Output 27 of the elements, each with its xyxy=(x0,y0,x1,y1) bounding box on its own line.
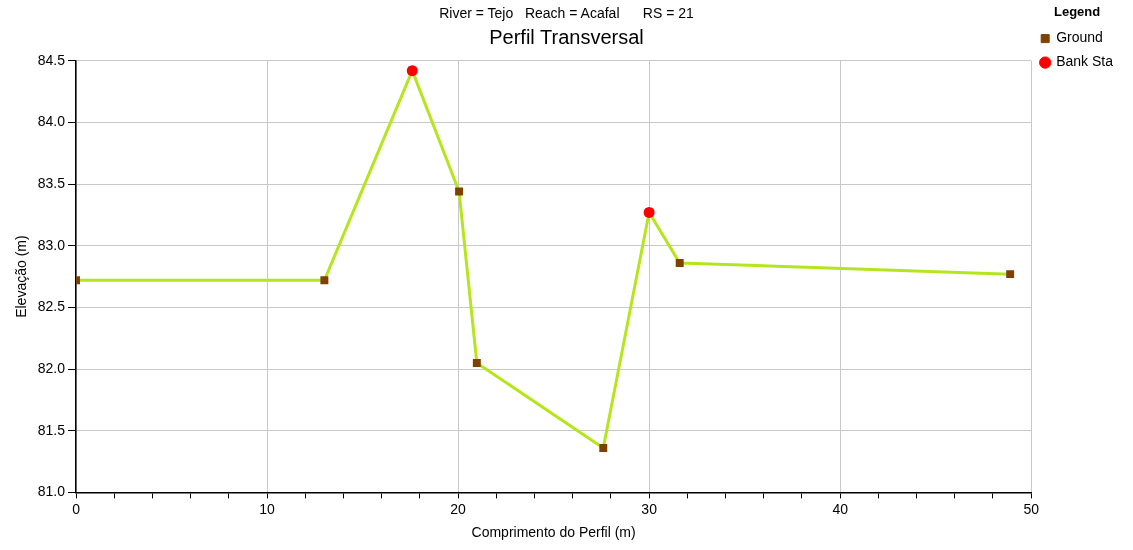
y-tick-label: 82.0 xyxy=(37,359,66,376)
legend-title: Legend xyxy=(1053,4,1101,20)
point xyxy=(455,187,464,196)
x-tick-label: 10 xyxy=(259,500,276,517)
y-tick-label: 81.5 xyxy=(37,421,66,438)
point xyxy=(320,276,329,285)
x-tick-label: 20 xyxy=(450,500,467,517)
y-axis-title: Elevação (m) xyxy=(13,235,30,318)
chart-title: Perfil Transversal xyxy=(489,26,644,49)
x-tick-label: 40 xyxy=(832,500,849,517)
legend-label: Bank Sta xyxy=(1056,53,1114,70)
point xyxy=(675,259,684,268)
y-tick-label: 84.0 xyxy=(37,113,66,130)
y-tick-label: 83.0 xyxy=(37,236,66,253)
y-tick-label: 82.5 xyxy=(37,298,66,315)
x-axis-title: Comprimento do Perfil (m) xyxy=(471,524,636,541)
x-tick-label: 50 xyxy=(1023,500,1040,517)
legend-label: Ground xyxy=(1056,29,1103,46)
y-tick-label: 81.0 xyxy=(37,483,66,500)
x-tick-label: 0 xyxy=(72,500,81,517)
y-tick-label: 84.5 xyxy=(37,51,66,68)
point xyxy=(599,444,608,452)
point xyxy=(1006,270,1015,279)
chart-subtitle: River = Tejo Reach = Acafal RS = 21 xyxy=(439,5,695,22)
point xyxy=(472,358,481,367)
x-tick-label: 30 xyxy=(641,500,658,517)
y-tick-label: 83.5 xyxy=(37,174,66,191)
